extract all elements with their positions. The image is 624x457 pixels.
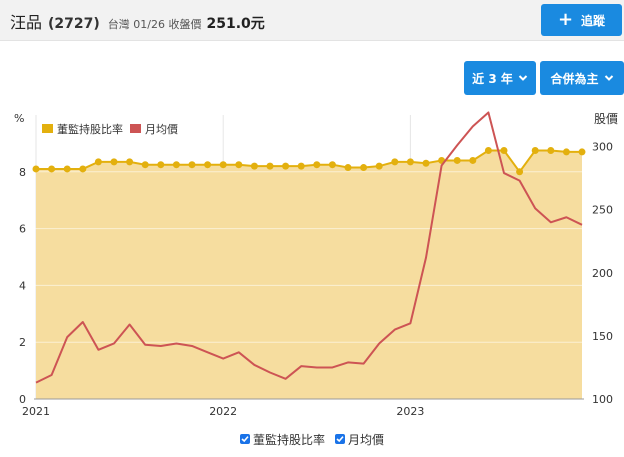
director-ratio-point bbox=[188, 161, 196, 169]
director-ratio-point bbox=[578, 148, 586, 156]
x-tick-label: 2023 bbox=[396, 405, 424, 418]
track-label: 追蹤 bbox=[581, 13, 606, 28]
legend-swatch-price bbox=[130, 124, 141, 133]
legend-label-price: 月均價 bbox=[145, 122, 178, 136]
closing-info: 台灣 01/26 收盤價 bbox=[107, 18, 202, 31]
left-tick-label: 0 bbox=[19, 393, 26, 406]
left-tick-label: 2 bbox=[19, 336, 26, 349]
director-ratio-point bbox=[328, 161, 336, 169]
director-ratio-point bbox=[110, 158, 118, 166]
toggle-monthly-price[interactable]: 月均價 bbox=[335, 431, 384, 448]
director-ratio-point bbox=[48, 165, 56, 173]
legend-label-director: 董監持股比率 bbox=[57, 122, 123, 136]
director-ratio-point bbox=[422, 159, 430, 167]
director-ratio-point bbox=[172, 161, 180, 169]
director-ratio-point bbox=[484, 147, 492, 154]
director-ratio-point bbox=[204, 161, 212, 169]
director-ratio-point bbox=[500, 147, 508, 154]
right-tick-label: 150 bbox=[592, 330, 613, 343]
left-axis-label: % bbox=[14, 112, 24, 125]
director-ratio-point bbox=[453, 156, 461, 164]
director-ratio-point bbox=[547, 147, 555, 154]
range-select-button[interactable]: 近 3 年 bbox=[464, 61, 536, 95]
director-ratio-point bbox=[282, 162, 290, 170]
director-ratio-point bbox=[63, 165, 71, 173]
monthly-price-line bbox=[35, 111, 583, 384]
x-tick-label: 2022 bbox=[209, 405, 237, 418]
x-tick-label: 2021 bbox=[22, 405, 50, 418]
director-ratio-point bbox=[266, 162, 274, 170]
director-ratio-point bbox=[469, 156, 477, 164]
director-ratio-point bbox=[531, 147, 539, 154]
right-tick-label: 100 bbox=[592, 393, 613, 406]
consolidation-select-button[interactable]: 合併為主 bbox=[540, 61, 624, 95]
toggle-director-ratio[interactable]: 董監持股比率 bbox=[239, 431, 325, 448]
director-ratio-point bbox=[141, 161, 149, 169]
director-ratio-point bbox=[297, 162, 305, 170]
left-tick-label: 8 bbox=[19, 166, 26, 179]
director-ratio-point bbox=[313, 161, 321, 169]
stock-name: 汪品 bbox=[10, 13, 43, 32]
director-ratio-point bbox=[516, 168, 524, 176]
legend-swatch-director bbox=[42, 124, 53, 133]
toggle-price-label: 月均價 bbox=[348, 432, 385, 447]
director-ratio-point bbox=[360, 164, 368, 172]
director-ratio-point bbox=[235, 161, 243, 169]
left-tick-label: 4 bbox=[19, 279, 26, 292]
chevron-down-icon bbox=[518, 75, 528, 81]
director-ratio-point bbox=[391, 158, 399, 166]
header-bar: 汪品 (2727) 台灣 01/26 收盤價 251.0元 + 追蹤 bbox=[0, 0, 624, 41]
track-button[interactable]: + 追蹤 bbox=[541, 4, 622, 36]
right-tick-label: 300 bbox=[592, 141, 613, 154]
director-ratio-point bbox=[219, 161, 227, 169]
stock-code: (2727) bbox=[48, 16, 100, 32]
director-ratio-point bbox=[344, 164, 352, 172]
director-ratio-point bbox=[157, 161, 165, 169]
toggle-director-label: 董監持股比率 bbox=[252, 432, 325, 447]
director-ratio-point bbox=[250, 162, 258, 170]
stock-title: 汪品 (2727) 台灣 01/26 收盤價 251.0元 bbox=[10, 9, 265, 33]
director-ratio-point bbox=[406, 158, 414, 166]
director-ratio-point bbox=[562, 148, 570, 156]
director-ratio-point bbox=[79, 165, 87, 173]
director-ratio-area bbox=[36, 150, 582, 399]
left-tick-label: 6 bbox=[19, 223, 26, 236]
director-ratio-point bbox=[94, 158, 102, 166]
checkbox-checked-icon bbox=[239, 434, 250, 444]
closing-price: 251.0元 bbox=[206, 16, 265, 32]
mode-label: 合併為主 bbox=[550, 71, 599, 86]
chevron-down-icon bbox=[604, 75, 613, 81]
right-tick-label: 250 bbox=[592, 204, 613, 217]
series-toggle-legend: 董監持股比率 月均價 bbox=[0, 430, 624, 448]
plus-icon: + bbox=[557, 9, 574, 30]
right-axis-label: 股價 bbox=[594, 112, 618, 126]
director-ratio-point bbox=[375, 162, 383, 170]
checkbox-checked-icon bbox=[335, 434, 345, 444]
director-ratio-point bbox=[32, 165, 40, 173]
range-label: 近 3 年 bbox=[472, 71, 513, 86]
right-tick-label: 200 bbox=[592, 267, 613, 280]
director-ratio-point bbox=[126, 158, 134, 166]
